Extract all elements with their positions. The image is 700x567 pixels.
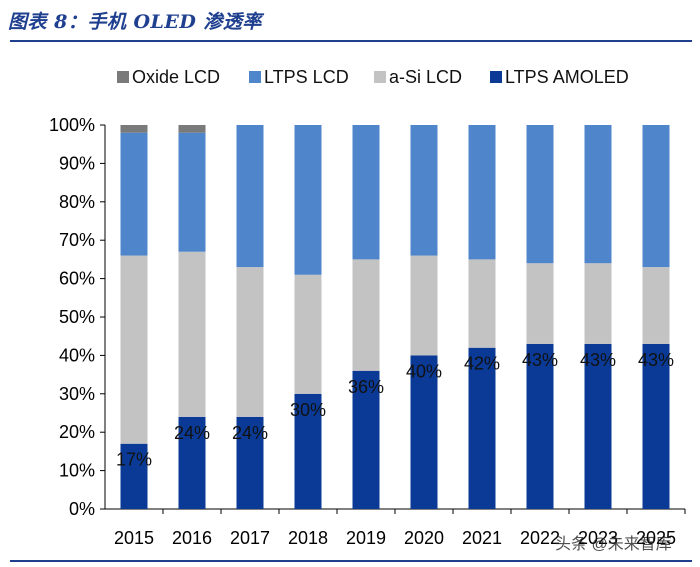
x-tick-label: 2020 [404,528,444,548]
x-tick-label: 2019 [346,528,386,548]
bar-segment-a-si-lcd [468,259,496,348]
y-tick-label: 60% [59,269,95,289]
legend-label: Oxide LCD [132,67,220,87]
bar-segment-ltps-lcd [120,132,148,256]
figure-title: 图表 8：手机 OLED 渗透率 [8,11,262,33]
bar-segment-ltps-amoled [468,347,496,509]
x-tick-label: 2017 [230,528,270,548]
x-tick-label: 2022 [520,528,560,548]
y-tick-label: 90% [59,153,95,173]
x-tick-label: 2016 [172,528,212,548]
y-tick-label: 70% [59,230,95,250]
data-label: 17% [116,450,152,470]
data-label: 24% [174,423,210,443]
figure-header: 图表 8：手机 OLED 渗透率 [0,0,700,44]
legend-swatch [117,71,129,83]
bar-segment-ltps-amoled [294,393,322,509]
data-label: 40% [406,361,442,381]
legend-swatch [374,71,386,83]
bar-segment-a-si-lcd [584,263,612,344]
y-tick-label: 30% [59,384,95,404]
bar-segment-ltps-lcd [642,125,670,268]
bar-segment-ltps-amoled [120,443,148,509]
y-tick-label: 40% [59,345,95,365]
bar-segment-a-si-lcd [236,267,264,417]
bar-segment-ltps-lcd [178,132,206,252]
bar-segment-ltps-lcd [584,125,612,264]
bar-segment-ltps-amoled [236,416,264,509]
data-label: 43% [580,350,616,370]
legend-label: a-Si LCD [389,67,462,87]
x-tick-label: 2015 [114,528,154,548]
watermark: 头条 @未来智库 [555,536,672,553]
bar-segment-ltps-amoled [410,355,438,509]
y-tick-label: 20% [59,422,95,442]
x-tick-label: 2021 [462,528,502,548]
bar-segment-ltps-lcd [294,125,322,275]
y-tick-label: 0% [69,499,95,519]
bar-segment-ltps-amoled [584,343,612,509]
bar-segment-a-si-lcd [526,263,554,344]
bar-segment-a-si-lcd [294,274,322,394]
legend-label: LTPS LCD [264,67,349,87]
data-label: 30% [290,400,326,420]
bar-segment-ltps-amoled [526,343,554,509]
y-tick-label: 100% [49,115,95,135]
data-label: 42% [464,354,500,374]
header-rule [10,40,692,42]
bar-segment-oxide-lcd [178,125,206,133]
bar-segment-oxide-lcd [120,125,148,133]
x-tick-label: 2018 [288,528,328,548]
bar-segment-ltps-lcd [468,125,496,260]
bar-segment-a-si-lcd [642,267,670,344]
bar-segment-a-si-lcd [410,255,438,356]
bar-segment-ltps-amoled [642,343,670,509]
footer-rule [10,560,692,562]
bar-segment-ltps-lcd [236,125,264,268]
y-tick-label: 80% [59,192,95,212]
x-tick-label: 2025 [636,528,676,548]
bar-segment-ltps-amoled [352,370,380,509]
bar-segment-a-si-lcd [178,251,206,417]
legend-label: LTPS AMOLED [505,67,629,87]
bar-segment-ltps-amoled [178,416,206,509]
bar-segment-ltps-lcd [410,125,438,256]
bar-segment-ltps-lcd [526,125,554,264]
x-tick-label: 2023 [578,528,618,548]
legend-swatch [490,71,502,83]
y-tick-label: 10% [59,461,95,481]
bar-segment-a-si-lcd [352,259,380,371]
data-label: 24% [232,423,268,443]
bar-segment-ltps-lcd [352,125,380,260]
y-tick-label: 50% [59,307,95,327]
bar-segment-a-si-lcd [120,255,148,444]
data-label: 43% [638,350,674,370]
data-label: 36% [348,377,384,397]
data-label: 43% [522,350,558,370]
legend-swatch [249,71,261,83]
